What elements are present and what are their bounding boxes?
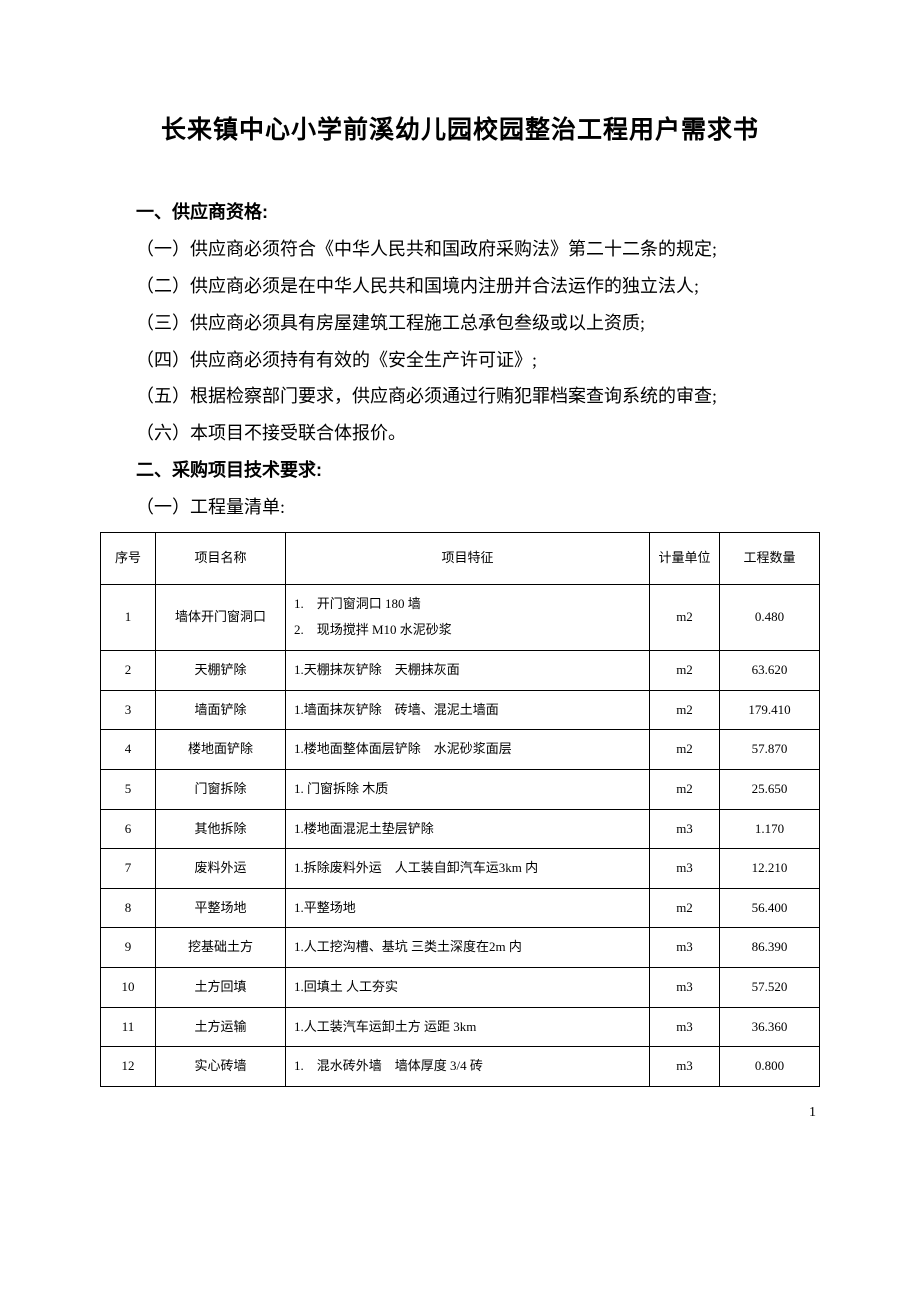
th-seq: 序号 bbox=[101, 533, 156, 585]
cell-unit: m3 bbox=[650, 1007, 720, 1047]
cell-feature: 1.楼地面混泥土垫层铲除 bbox=[286, 809, 650, 849]
table-row: 10土方回填1.回填土 人工夯实m357.520 bbox=[101, 968, 820, 1008]
cell-seq: 6 bbox=[101, 809, 156, 849]
section-1-item-6: （六）本项目不接受联合体报价。 bbox=[100, 415, 820, 452]
cell-qty: 56.400 bbox=[720, 888, 820, 928]
table-row: 7废料外运1.拆除废料外运 人工装自卸汽车运3km 内m312.210 bbox=[101, 849, 820, 889]
th-name: 项目名称 bbox=[156, 533, 286, 585]
cell-seq: 4 bbox=[101, 730, 156, 770]
cell-seq: 11 bbox=[101, 1007, 156, 1047]
table-row: 2天棚铲除1.天棚抹灰铲除 天棚抹灰面m263.620 bbox=[101, 650, 820, 690]
section-1-heading: 一、供应商资格: bbox=[100, 194, 820, 231]
table-row: 8平整场地1.平整场地m256.400 bbox=[101, 888, 820, 928]
cell-seq: 5 bbox=[101, 769, 156, 809]
table-row: 9挖基础土方1.人工挖沟槽、基坑 三类土深度在2m 内m386.390 bbox=[101, 928, 820, 968]
cell-name: 天棚铲除 bbox=[156, 650, 286, 690]
cell-feature: 1. 开门窗洞口 180 墙2. 现场搅拌 M10 水泥砂浆 bbox=[286, 584, 650, 650]
cell-unit: m3 bbox=[650, 809, 720, 849]
th-unit: 计量单位 bbox=[650, 533, 720, 585]
cell-seq: 9 bbox=[101, 928, 156, 968]
cell-feature: 1. 混水砖外墙 墙体厚度 3/4 砖 bbox=[286, 1047, 650, 1087]
cell-qty: 57.870 bbox=[720, 730, 820, 770]
cell-unit: m2 bbox=[650, 888, 720, 928]
table-row: 1墙体开门窗洞口1. 开门窗洞口 180 墙2. 现场搅拌 M10 水泥砂浆m2… bbox=[101, 584, 820, 650]
cell-qty: 25.650 bbox=[720, 769, 820, 809]
table-row: 5门窗拆除1. 门窗拆除 木质m225.650 bbox=[101, 769, 820, 809]
section-1-item-4: （四）供应商必须持有有效的《安全生产许可证》; bbox=[100, 342, 820, 379]
th-qty: 工程数量 bbox=[720, 533, 820, 585]
quantity-table: 序号 项目名称 项目特征 计量单位 工程数量 1墙体开门窗洞口1. 开门窗洞口 … bbox=[100, 532, 820, 1087]
cell-qty: 86.390 bbox=[720, 928, 820, 968]
table-row: 11土方运输1.人工装汽车运卸土方 运距 3kmm336.360 bbox=[101, 1007, 820, 1047]
cell-unit: m3 bbox=[650, 1047, 720, 1087]
cell-name: 废料外运 bbox=[156, 849, 286, 889]
cell-unit: m3 bbox=[650, 849, 720, 889]
cell-qty: 1.170 bbox=[720, 809, 820, 849]
cell-feature: 1. 门窗拆除 木质 bbox=[286, 769, 650, 809]
cell-feature: 1.拆除废料外运 人工装自卸汽车运3km 内 bbox=[286, 849, 650, 889]
section-1-item-3: （三）供应商必须具有房屋建筑工程施工总承包叁级或以上资质; bbox=[100, 305, 820, 342]
body-text-block: 一、供应商资格: （一）供应商必须符合《中华人民共和国政府采购法》第二十二条的规… bbox=[100, 194, 820, 1087]
cell-feature: 1.人工装汽车运卸土方 运距 3km bbox=[286, 1007, 650, 1047]
cell-qty: 0.800 bbox=[720, 1047, 820, 1087]
section-2-sub-1: （一）工程量清单: bbox=[100, 489, 820, 526]
cell-seq: 8 bbox=[101, 888, 156, 928]
page-number: 1 bbox=[100, 1105, 820, 1121]
cell-feature: 1.楼地面整体面层铲除 水泥砂浆面层 bbox=[286, 730, 650, 770]
table-row: 6其他拆除1.楼地面混泥土垫层铲除m31.170 bbox=[101, 809, 820, 849]
section-2-heading: 二、采购项目技术要求: bbox=[100, 452, 820, 489]
table-header-row: 序号 项目名称 项目特征 计量单位 工程数量 bbox=[101, 533, 820, 585]
document-page: 长来镇中心小学前溪幼儿园校园整治工程用户需求书 一、供应商资格: （一）供应商必… bbox=[0, 0, 920, 1161]
cell-name: 楼地面铲除 bbox=[156, 730, 286, 770]
cell-unit: m2 bbox=[650, 650, 720, 690]
section-1-item-5: （五）根据检察部门要求，供应商必须通过行贿犯罪档案查询系统的审查; bbox=[100, 378, 820, 415]
section-1-item-1: （一）供应商必须符合《中华人民共和国政府采购法》第二十二条的规定; bbox=[100, 231, 820, 268]
table-row: 4楼地面铲除1.楼地面整体面层铲除 水泥砂浆面层m257.870 bbox=[101, 730, 820, 770]
cell-seq: 7 bbox=[101, 849, 156, 889]
section-1-item-2: （二）供应商必须是在中华人民共和国境内注册并合法运作的独立法人; bbox=[100, 268, 820, 305]
cell-seq: 10 bbox=[101, 968, 156, 1008]
cell-feature: 1.天棚抹灰铲除 天棚抹灰面 bbox=[286, 650, 650, 690]
cell-qty: 36.360 bbox=[720, 1007, 820, 1047]
cell-unit: m2 bbox=[650, 690, 720, 730]
cell-qty: 12.210 bbox=[720, 849, 820, 889]
cell-unit: m3 bbox=[650, 968, 720, 1008]
cell-seq: 3 bbox=[101, 690, 156, 730]
cell-seq: 12 bbox=[101, 1047, 156, 1087]
cell-name: 土方回填 bbox=[156, 968, 286, 1008]
cell-unit: m2 bbox=[650, 769, 720, 809]
table-row: 12实心砖墙1. 混水砖外墙 墙体厚度 3/4 砖m30.800 bbox=[101, 1047, 820, 1087]
cell-qty: 0.480 bbox=[720, 584, 820, 650]
cell-qty: 179.410 bbox=[720, 690, 820, 730]
cell-unit: m2 bbox=[650, 730, 720, 770]
th-feature: 项目特征 bbox=[286, 533, 650, 585]
cell-qty: 63.620 bbox=[720, 650, 820, 690]
cell-name: 土方运输 bbox=[156, 1007, 286, 1047]
cell-seq: 2 bbox=[101, 650, 156, 690]
cell-feature: 1.人工挖沟槽、基坑 三类土深度在2m 内 bbox=[286, 928, 650, 968]
cell-seq: 1 bbox=[101, 584, 156, 650]
cell-unit: m2 bbox=[650, 584, 720, 650]
cell-feature: 1.墙面抹灰铲除 砖墙、混泥土墙面 bbox=[286, 690, 650, 730]
table-body: 1墙体开门窗洞口1. 开门窗洞口 180 墙2. 现场搅拌 M10 水泥砂浆m2… bbox=[101, 584, 820, 1086]
cell-name: 实心砖墙 bbox=[156, 1047, 286, 1087]
cell-name: 其他拆除 bbox=[156, 809, 286, 849]
cell-feature: 1.平整场地 bbox=[286, 888, 650, 928]
document-title: 长来镇中心小学前溪幼儿园校园整治工程用户需求书 bbox=[100, 110, 820, 146]
cell-name: 平整场地 bbox=[156, 888, 286, 928]
cell-name: 挖基础土方 bbox=[156, 928, 286, 968]
cell-qty: 57.520 bbox=[720, 968, 820, 1008]
cell-feature: 1.回填土 人工夯实 bbox=[286, 968, 650, 1008]
cell-name: 门窗拆除 bbox=[156, 769, 286, 809]
cell-name: 墙面铲除 bbox=[156, 690, 286, 730]
table-row: 3墙面铲除1.墙面抹灰铲除 砖墙、混泥土墙面m2179.410 bbox=[101, 690, 820, 730]
cell-name: 墙体开门窗洞口 bbox=[156, 584, 286, 650]
cell-unit: m3 bbox=[650, 928, 720, 968]
